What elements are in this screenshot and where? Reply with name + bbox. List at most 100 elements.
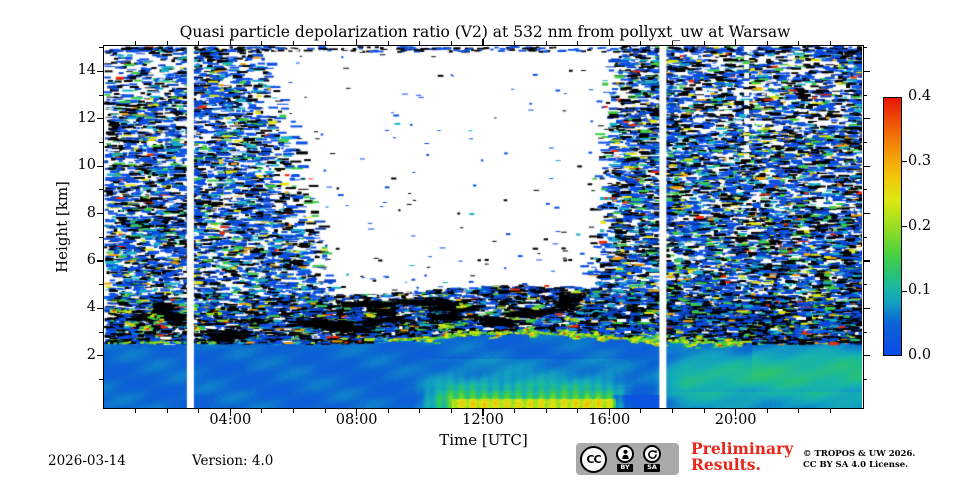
depolarization-heatmap-canvas xyxy=(104,46,862,408)
x-minor-tick-top xyxy=(387,41,389,45)
sa-arrow-icon xyxy=(643,445,661,464)
x-minor-tick xyxy=(514,409,516,413)
version-label: Version: 4.0 xyxy=(192,453,274,469)
colorbar-tick xyxy=(902,225,907,228)
cc-logo-text: CC xyxy=(586,452,601,466)
by-person-icon xyxy=(616,445,634,464)
y-major-tick-right xyxy=(863,213,870,215)
x-minor-tick xyxy=(703,409,705,413)
x-minor-tick-top xyxy=(672,41,673,45)
x-minor-tick xyxy=(577,409,579,413)
x-minor-tick-top xyxy=(166,41,168,45)
y-minor-tick-right xyxy=(863,141,867,143)
x-major-tick-top xyxy=(735,38,737,45)
x-tick-label: 20:00 xyxy=(714,412,757,428)
x-axis-label: Time [UTC] xyxy=(439,431,528,449)
x-minor-tick xyxy=(135,409,137,413)
y-minor-tick xyxy=(99,331,103,333)
x-minor-tick-top xyxy=(829,41,831,45)
x-minor-tick-top xyxy=(640,41,642,45)
x-minor-tick xyxy=(198,409,200,413)
x-tick-label: 04:00 xyxy=(209,412,252,428)
x-major-tick xyxy=(229,409,231,416)
x-minor-tick-top xyxy=(514,41,516,45)
x-minor-tick-top xyxy=(324,41,326,45)
x-minor-tick xyxy=(293,409,294,413)
y-major-tick xyxy=(96,118,103,120)
x-minor-tick xyxy=(419,409,421,413)
y-major-tick-right xyxy=(863,165,870,167)
copyright-line2: CC BY SA 4.0 License. xyxy=(803,459,909,470)
y-axis-label: Height [km] xyxy=(53,181,71,273)
x-major-tick xyxy=(356,409,358,416)
y-tick-label: 4 xyxy=(86,299,96,316)
y-minor-tick-right xyxy=(863,379,867,381)
x-major-tick-top xyxy=(356,38,358,45)
y-major-tick xyxy=(96,70,103,72)
colorbar-tick-label: 0.3 xyxy=(908,152,932,169)
y-tick-label: 8 xyxy=(86,204,96,221)
x-minor-tick xyxy=(672,409,673,413)
y-tick-label: 14 xyxy=(77,62,96,79)
x-major-tick xyxy=(482,409,484,416)
x-minor-tick xyxy=(261,409,263,413)
x-minor-tick xyxy=(166,409,168,413)
x-minor-tick xyxy=(324,409,326,413)
colorbar-gradient xyxy=(883,97,902,356)
cc-license-badge: CC BY SA xyxy=(576,443,679,475)
copyright-line1: © TROPOS & UW 2026. xyxy=(803,449,916,459)
x-minor-tick xyxy=(766,409,768,413)
y-major-tick-right xyxy=(863,118,870,120)
y-major-tick-right xyxy=(863,70,870,72)
y-major-tick xyxy=(96,213,103,215)
y-tick-label: 10 xyxy=(77,157,96,174)
preliminary-results-note: Preliminary Results. xyxy=(691,441,793,472)
copyright-note: © TROPOS & UW 2026. CC BY SA 4.0 License… xyxy=(803,449,915,470)
x-minor-tick xyxy=(640,409,642,413)
colorbar-tick xyxy=(902,161,907,163)
x-major-tick-top xyxy=(608,38,610,45)
y-minor-tick-right xyxy=(863,331,867,333)
colorbar-tick-label: 0.0 xyxy=(908,347,932,363)
x-tick-label: 16:00 xyxy=(588,412,631,428)
y-major-tick xyxy=(96,260,103,262)
colorbar-tick-label: 0.1 xyxy=(908,282,932,299)
chart-title: Quasi particle depolarization ratio (V2)… xyxy=(179,23,791,41)
x-minor-tick-top xyxy=(198,41,200,45)
y-major-tick-right xyxy=(863,355,870,357)
y-tick-label: 12 xyxy=(77,109,96,126)
x-tick-label: 08:00 xyxy=(335,412,378,428)
x-minor-tick xyxy=(450,409,452,413)
y-major-tick-right xyxy=(863,260,870,262)
y-minor-tick xyxy=(99,284,103,286)
by-chip: BY xyxy=(617,464,633,472)
y-minor-tick xyxy=(99,47,103,49)
x-minor-tick-top xyxy=(577,41,579,45)
colorbar-tick-label: 0.4 xyxy=(908,88,932,104)
x-minor-tick-top xyxy=(293,41,294,45)
y-tick-label: 6 xyxy=(86,252,96,269)
y-minor-tick xyxy=(99,94,103,96)
preliminary-line2: Results. xyxy=(691,454,761,474)
x-minor-tick-top xyxy=(135,41,137,45)
y-minor-tick-right xyxy=(863,189,867,191)
y-minor-tick-right xyxy=(863,94,867,96)
y-major-tick xyxy=(96,355,103,357)
x-major-tick-top xyxy=(482,38,484,45)
y-minor-tick-right xyxy=(863,47,867,49)
x-minor-tick xyxy=(545,409,547,413)
y-major-tick xyxy=(96,165,103,167)
y-minor-tick xyxy=(99,236,103,238)
y-minor-tick xyxy=(99,379,103,381)
x-major-tick xyxy=(608,409,610,416)
y-minor-tick-right xyxy=(863,236,867,238)
x-minor-tick-top xyxy=(766,41,768,45)
colorbar-tick xyxy=(902,290,907,292)
x-tick-label: 12:00 xyxy=(462,412,504,428)
cc-logo-icon: CC xyxy=(580,445,607,473)
x-minor-tick-top xyxy=(798,41,800,45)
y-minor-tick-right xyxy=(863,284,867,286)
x-minor-tick-top xyxy=(450,41,452,45)
cc-sa-column: SA xyxy=(643,445,661,472)
